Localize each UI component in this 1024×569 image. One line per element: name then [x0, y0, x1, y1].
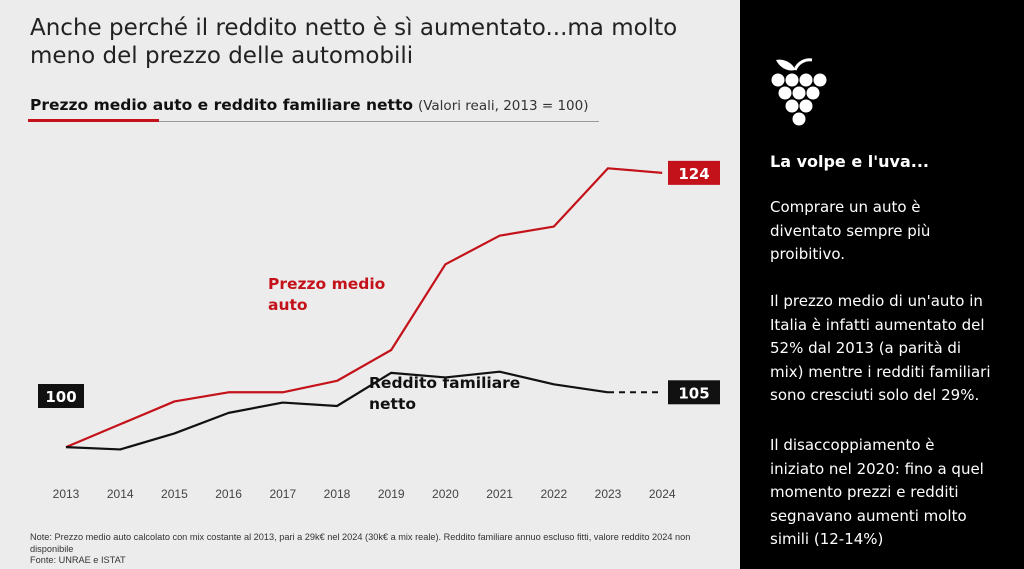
sidebar-paragraph-line: iniziato nel 2020: fino a quel	[770, 459, 984, 478]
footnote-source: Fonte: UNRAE e ISTAT	[30, 555, 126, 565]
series-label-line: auto	[268, 296, 308, 314]
x-tick-label: 2016	[215, 487, 242, 501]
sidebar-paragraph-1: Comprare un auto è diventato sempre più pr…	[770, 196, 1015, 267]
series-label: Reddito familiare netto	[369, 374, 520, 413]
sidebar-paragraph-line: mix) mentre i redditi familiari	[770, 362, 991, 381]
start-label: 100	[45, 388, 76, 406]
end-label: 105	[678, 384, 709, 402]
sidebar-paragraph-line: 52% dal 2013 (a parità di	[770, 339, 962, 357]
slide-panel: Anche perché il reddito netto è sì aumen…	[0, 0, 740, 569]
end-label: 124	[678, 165, 709, 183]
sidebar-paragraph-line: Italia è infatti aumentato del	[770, 315, 985, 334]
subtitle-rule	[159, 121, 599, 122]
sidebar-paragraph-line: momento prezzi e redditi	[770, 483, 959, 501]
sidebar-paragraph-line: sono cresciuti solo del 29%.	[770, 386, 980, 404]
x-tick-label: 2020	[432, 487, 459, 501]
subtitle-accent-line	[28, 119, 159, 122]
end-label-box	[668, 160, 720, 185]
x-tick-label: 2013	[53, 487, 80, 501]
sidebar-paragraph-3: Il disaccoppiamento è iniziato nel 2020: …	[770, 434, 1015, 552]
series-label-line: Reddito familiare	[369, 374, 520, 392]
chart-subtitle-note: (Valori reali, 2013 = 100)	[417, 98, 589, 114]
end-label-box	[668, 380, 720, 405]
grape-icon	[771, 58, 827, 126]
chart-subtitle: Prezzo medio auto e reddito familiare ne…	[30, 96, 588, 114]
sidebar-paragraph-2: Il prezzo medio di un'auto in Italia è in…	[770, 290, 1015, 408]
sidebar-paragraph-line: Il disaccoppiamento è	[770, 436, 935, 454]
x-tick-label: 2017	[269, 487, 296, 501]
x-tick-label: 2021	[486, 487, 513, 501]
footnote-note: Note: Prezzo medio auto calcolato con mi…	[30, 532, 691, 554]
sidebar-paragraph-line: proibitivo.	[770, 245, 845, 263]
x-tick-label: 2024	[649, 487, 676, 501]
chart-subtitle-main: Prezzo medio auto e reddito familiare ne…	[30, 96, 414, 114]
sidebar-paragraph-line: diventato sempre più	[770, 221, 931, 240]
footnote: Note: Prezzo medio auto calcolato con mi…	[30, 532, 735, 567]
sidebar-paragraph-line: segnavano aumenti molto	[770, 506, 967, 525]
series-label-line: Prezzo medio	[268, 275, 385, 293]
x-tick-label: 2015	[161, 487, 188, 501]
series-label: Prezzo medio auto	[268, 275, 385, 314]
sidebar-paragraph-line: Comprare un auto è	[770, 198, 921, 216]
sidebar-paragraph-line: simili (12-14%)	[770, 530, 884, 548]
x-tick-label: 2023	[595, 487, 622, 501]
sidebar-heading: La volpe e l'uva...	[770, 152, 929, 171]
series-line-1	[65, 167, 663, 449]
x-tick-label: 2022	[540, 487, 567, 501]
sidebar: La volpe e l'uva... Comprare un auto è di…	[740, 0, 1024, 569]
x-tick-label: 2014	[107, 487, 134, 501]
x-tick-label: 2019	[378, 487, 405, 501]
start-label-box	[38, 384, 84, 408]
line-chart: 2013 2014 2015 2016 2017 2018 2019 2020 2021 2022…	[38, 160, 720, 501]
series-line-2	[65, 370, 609, 451]
slide-title: Anche perché il reddito netto è sì aumen…	[30, 15, 678, 69]
x-tick-label: 2018	[324, 487, 351, 501]
series-label-line: netto	[369, 395, 416, 413]
sidebar-paragraph-line: Il prezzo medio di un'auto in	[770, 292, 983, 310]
